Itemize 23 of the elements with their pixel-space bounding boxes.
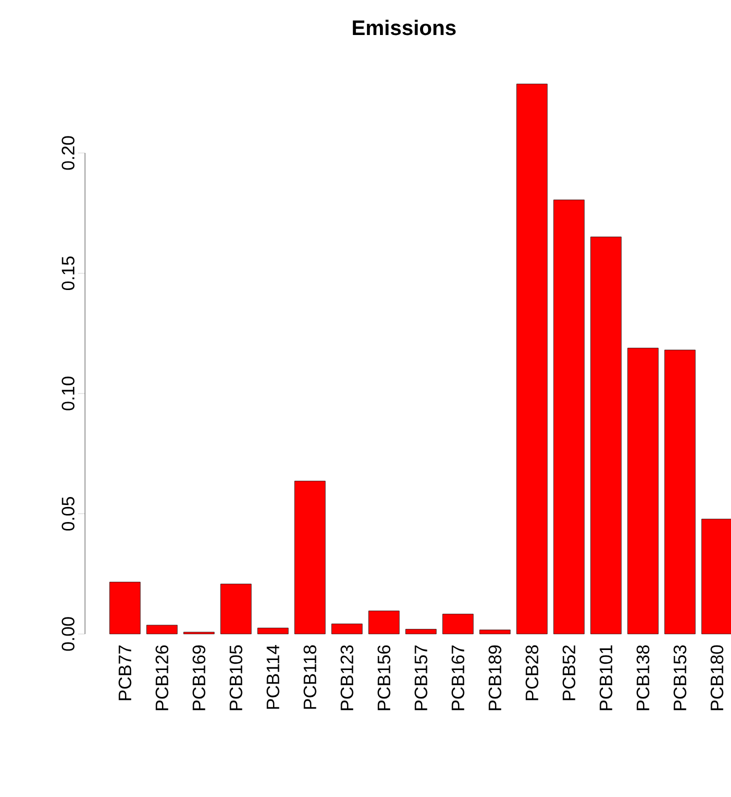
x-tick-label: PCB167 <box>452 645 464 710</box>
x-tick-label: PCB153 <box>674 645 686 710</box>
x-tick-label: PCB52 <box>562 645 576 700</box>
x-tick-label: PCB123 <box>340 645 354 710</box>
x-tick-label: PCB180 <box>710 645 724 710</box>
x-tick-label: PCB189 <box>488 645 502 710</box>
y-tick-label: 0.00 <box>62 617 74 651</box>
y-tick-label: 0.10 <box>62 376 74 410</box>
x-tick-label: PCB105 <box>230 645 242 710</box>
x-tick-label: PCB156 <box>378 645 390 710</box>
x-tick-label: PCB77 <box>118 645 132 700</box>
x-tick-label: PCB114 <box>266 645 280 709</box>
x-tick-label: PCB118 <box>304 645 316 709</box>
x-tick-label: PCB138 <box>636 645 650 710</box>
x-tick-label: PCB101 <box>600 645 612 710</box>
y-tick-label: 0.05 <box>62 496 74 531</box>
x-tick-label: PCB157 <box>414 645 428 710</box>
x-tick-label: PCB28 <box>526 645 538 700</box>
y-tick-label: 0.20 <box>62 136 74 170</box>
chart-title: Emissions <box>352 20 456 36</box>
y-tick-label: 0.15 <box>62 256 74 290</box>
x-tick-label: PCB169 <box>192 645 206 710</box>
x-tick-label: PCB126 <box>156 645 168 710</box>
